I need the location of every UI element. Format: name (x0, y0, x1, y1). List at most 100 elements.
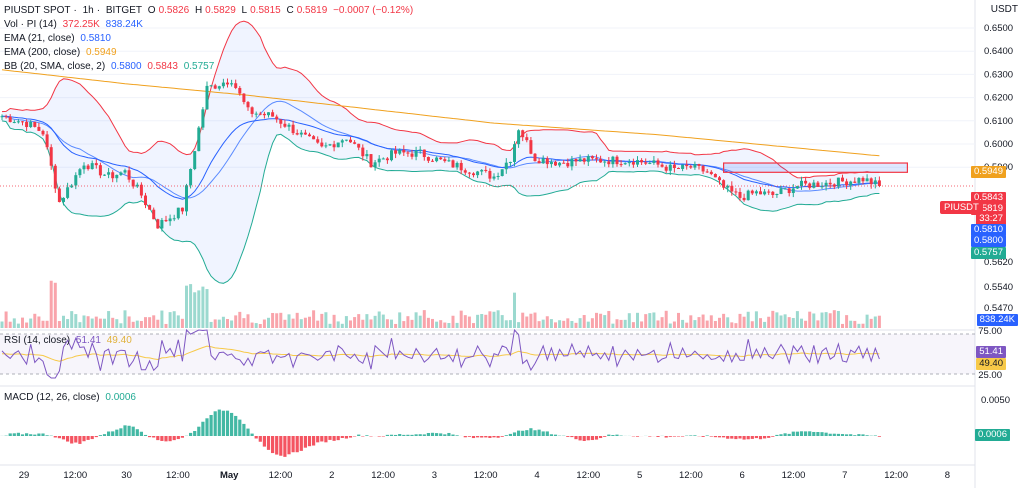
volume-bar (431, 319, 434, 328)
macd-bar (312, 436, 315, 446)
volume-bar (218, 320, 221, 328)
price-tick-label: 0.5470 (984, 303, 1013, 314)
candle-body (575, 159, 578, 161)
volume-bar (599, 314, 602, 328)
candle-body (583, 158, 586, 161)
time-tick-label: 7 (842, 470, 847, 481)
volume-bar (570, 321, 573, 328)
macd-bar (148, 436, 151, 437)
volume-bar (497, 310, 500, 328)
volume-bar (501, 315, 504, 328)
volume-bar (693, 320, 696, 328)
close-label: C (286, 5, 293, 16)
volume-bar (58, 321, 61, 328)
currency-label: USDT (991, 4, 1018, 15)
candle-body (525, 137, 528, 140)
macd-bar (189, 433, 192, 436)
legend-macd[interactable]: MACD (12, 26, close) 0.0006 (4, 391, 139, 405)
interval-label[interactable]: 1h (83, 5, 94, 16)
volume-bar (242, 318, 245, 328)
macd-bar (255, 436, 258, 438)
time-tick-label: 12:00 (166, 470, 190, 481)
vol-label: Vol · PI (14) (4, 19, 57, 30)
macd-bar (726, 436, 729, 439)
candle-body (83, 166, 86, 170)
volume-bar (9, 322, 12, 328)
candle-body (111, 172, 114, 178)
candle-body (517, 130, 520, 144)
volume-bar (452, 316, 455, 328)
candle-body (845, 181, 848, 185)
volume-bar (767, 317, 770, 328)
volume-bar (620, 320, 623, 328)
volume-bar (763, 322, 766, 328)
candle-body (29, 122, 32, 127)
resistance-zone (724, 163, 908, 172)
candle-body (21, 121, 24, 122)
candle-body (616, 157, 619, 164)
volume-bar (83, 315, 86, 328)
candle-body (25, 122, 28, 127)
macd-bar (78, 436, 81, 444)
candle-body (316, 139, 319, 142)
candle-body (119, 173, 122, 175)
macd-bar (706, 435, 709, 436)
legend-bb[interactable]: BB (20, SMA, close, 2) 0.5800 0.5843 0.5… (4, 60, 217, 74)
legend-rsi[interactable]: RSI (14, close) 51.41 49.40 (4, 334, 135, 348)
ema200-label: EMA (200, close) (4, 47, 80, 58)
candle-body (501, 169, 504, 176)
volume-bar (156, 320, 159, 328)
time-tick-label: 12:00 (371, 470, 395, 481)
macd-bar (115, 430, 118, 436)
macd-bar (66, 436, 69, 442)
volume-bar (521, 313, 524, 328)
volume-bar (435, 322, 438, 328)
candle-body (488, 171, 491, 179)
candle-body (148, 205, 151, 210)
candle-body (661, 165, 664, 167)
macd-bar (792, 432, 795, 436)
candle-body (283, 124, 286, 127)
volume-bar (29, 319, 32, 328)
volume-bar (148, 317, 151, 328)
macd-bar (287, 436, 290, 454)
volume-bar (173, 311, 176, 328)
macd-bar (87, 436, 90, 440)
macd-bar (111, 431, 114, 436)
tag-rsi-ma: 49.40 (976, 358, 1006, 370)
volume-bar (550, 319, 553, 328)
candle-body (751, 191, 754, 194)
bb-upper-value: 0.5843 (147, 61, 178, 72)
macd-bar (566, 436, 569, 437)
candle-body (423, 150, 426, 157)
time-tick-label: May (220, 470, 239, 481)
candle-body (411, 154, 414, 157)
price-tick-label: 0.6000 (984, 139, 1013, 150)
candle-body (812, 183, 815, 188)
volume-bar (341, 324, 344, 328)
candle-body (169, 218, 172, 221)
volume-bar (234, 315, 237, 328)
legend-ema200[interactable]: EMA (200, close) 0.5949 (4, 46, 120, 60)
candle-body (800, 181, 803, 186)
candle-body (230, 83, 233, 84)
legend-vol[interactable]: Vol · PI (14) 372.25K 838.24K (4, 18, 146, 32)
macd-bar (271, 436, 274, 453)
low-label: L (242, 5, 248, 16)
macd-bar (91, 436, 94, 439)
volume-bar (222, 317, 225, 328)
macd-bar (320, 436, 323, 441)
macd-bar (464, 436, 467, 437)
macd-bar (123, 425, 126, 436)
volume-bar (206, 289, 209, 328)
legend-ema21[interactable]: EMA (21, close) 0.5810 (4, 32, 114, 46)
volume-bar (796, 311, 799, 328)
macd-bar (419, 434, 422, 436)
candle-body (681, 165, 684, 169)
candle-body (378, 159, 381, 163)
candle-body (439, 158, 442, 160)
symbol-name[interactable]: PIUSDT SPOT (4, 5, 71, 16)
candle-body (312, 136, 315, 139)
volume-bar (99, 319, 102, 328)
volume-bar (661, 317, 664, 328)
